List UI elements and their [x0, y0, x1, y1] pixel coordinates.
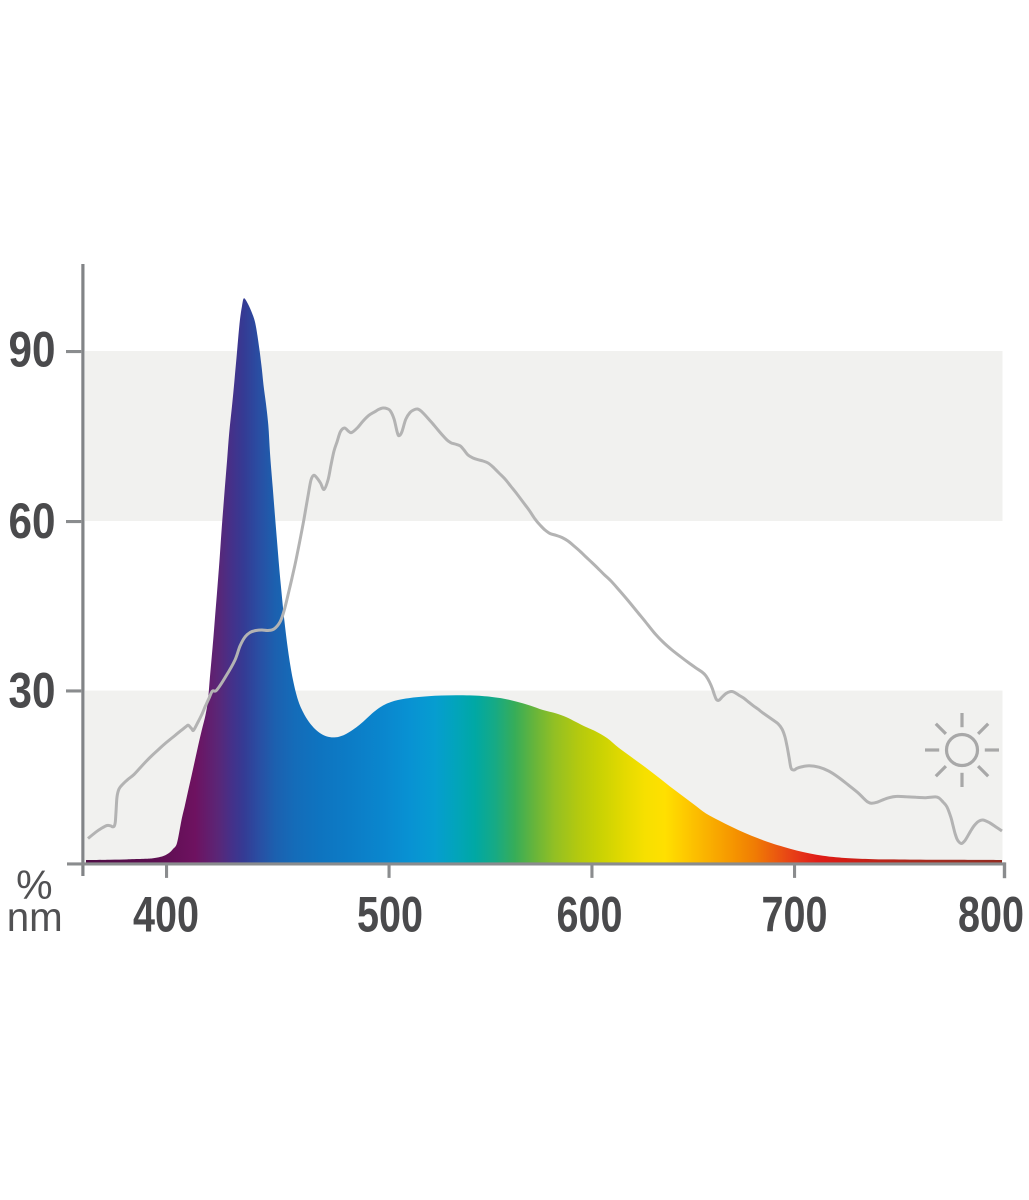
- svg-text:700: 700: [762, 887, 828, 943]
- svg-text:%: %: [16, 862, 52, 908]
- svg-text:60: 60: [9, 493, 56, 549]
- svg-text:600: 600: [557, 887, 623, 943]
- svg-text:500: 500: [357, 887, 423, 943]
- svg-text:90: 90: [9, 322, 56, 378]
- svg-text:nm: nm: [7, 894, 63, 940]
- svg-text:400: 400: [133, 887, 199, 943]
- svg-text:800: 800: [958, 887, 1024, 943]
- svg-text:30: 30: [9, 663, 56, 719]
